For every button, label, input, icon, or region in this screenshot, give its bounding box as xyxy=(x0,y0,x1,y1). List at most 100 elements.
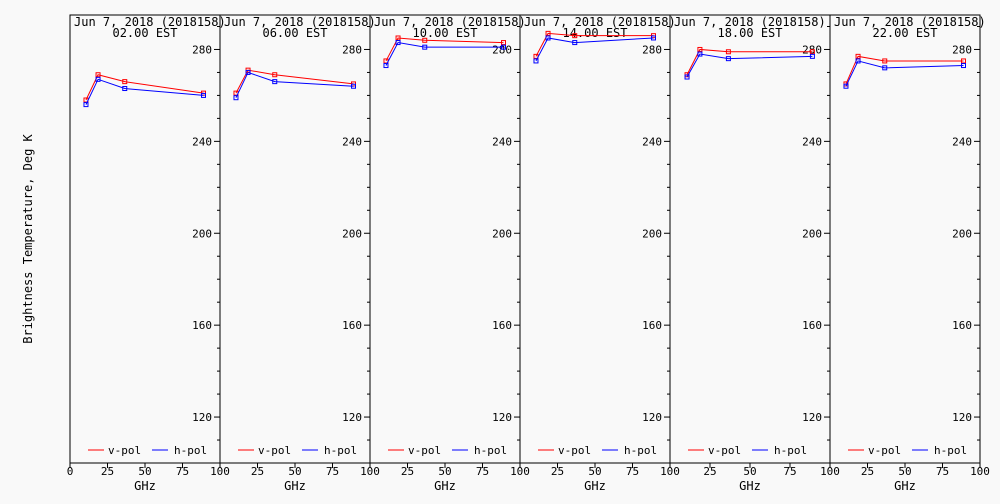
h-pol-point xyxy=(395,40,401,46)
legend-h-pol-label: h-pol xyxy=(324,444,357,457)
h-pol-point xyxy=(422,44,428,50)
panel-title-time: 14.00 EST xyxy=(562,26,627,40)
x-tick-label: 50 xyxy=(743,465,756,478)
v-pol-series-line xyxy=(85,74,204,101)
x-tick-label: 75 xyxy=(626,465,639,478)
v-pol-point xyxy=(395,35,401,41)
v-pol-series-line xyxy=(686,48,813,75)
x-tick-label: 100 xyxy=(660,465,680,478)
h-pol-series-line xyxy=(235,71,354,98)
h-pol-series-line xyxy=(686,53,813,78)
y-tick-label: 160 xyxy=(802,319,822,332)
v-pol-point xyxy=(572,33,578,39)
x-tick-label: 25 xyxy=(401,465,414,478)
h-pol-series-line xyxy=(385,42,504,66)
h-pol-point xyxy=(843,83,849,89)
v-pol-point xyxy=(855,53,861,59)
v-pol-point xyxy=(725,49,731,55)
x-tick-label: 100 xyxy=(360,465,380,478)
y-tick-label: 120 xyxy=(642,411,662,424)
h-pol-point xyxy=(961,63,966,69)
y-tick-label: 160 xyxy=(192,319,212,332)
x-axis-label: GHz xyxy=(284,479,306,493)
y-tick-label: 160 xyxy=(642,319,662,332)
panel-title-date: Jun 7, 2018 (2018158) xyxy=(374,15,526,29)
panel-title-date: Jun 7, 2018 (2018158) xyxy=(74,15,226,29)
v-pol-point xyxy=(545,30,551,36)
x-axis-label: GHz xyxy=(894,479,916,493)
h-pol-point xyxy=(533,58,539,64)
y-tick-label: 120 xyxy=(802,411,822,424)
y-tick-label: 200 xyxy=(952,227,972,240)
legend-h-pol-label: h-pol xyxy=(474,444,507,457)
x-tick-label: 100 xyxy=(210,465,230,478)
x-tick-label: 75 xyxy=(783,465,796,478)
y-tick-label: 200 xyxy=(492,227,512,240)
y-tick-label: 240 xyxy=(642,135,662,148)
v-pol-point xyxy=(697,46,703,52)
x-tick-label: 50 xyxy=(138,465,151,478)
h-pol-series-line xyxy=(845,60,964,87)
y-tick-label: 240 xyxy=(192,135,212,148)
x-tick-label: 50 xyxy=(588,465,601,478)
v-pol-point xyxy=(122,79,128,85)
y-tick-label: 120 xyxy=(342,411,362,424)
h-pol-series-line xyxy=(85,78,204,105)
x-axis-label: GHz xyxy=(584,479,606,493)
h-pol-point xyxy=(351,83,356,89)
panel-title-time: 10.00 EST xyxy=(412,26,477,40)
x-tick-label: 50 xyxy=(898,465,911,478)
h-pol-point xyxy=(83,102,89,108)
h-pol-point xyxy=(383,63,389,69)
y-tick-label: 240 xyxy=(342,135,362,148)
x-tick-label: 75 xyxy=(936,465,949,478)
y-tick-label: 280 xyxy=(642,43,662,56)
panel-title-date: Jun 7, 2018 (2018158) xyxy=(674,15,826,29)
x-tick-label: 0 xyxy=(67,465,74,478)
x-axis-label: GHz xyxy=(739,479,761,493)
x-tick-label: 75 xyxy=(326,465,339,478)
x-tick-label: 50 xyxy=(438,465,451,478)
y-tick-label: 160 xyxy=(342,319,362,332)
x-tick-label: 75 xyxy=(476,465,489,478)
x-axis-label: GHz xyxy=(434,479,456,493)
h-pol-point xyxy=(572,40,578,46)
legend-v-pol-label: v-pol xyxy=(868,444,901,457)
y-axis-label: Brightness Temperature, Deg K xyxy=(21,133,35,343)
y-tick-label: 200 xyxy=(642,227,662,240)
v-pol-point xyxy=(882,58,888,64)
legend-h-pol-label: h-pol xyxy=(934,444,967,457)
h-pol-point xyxy=(697,51,703,57)
h-pol-point xyxy=(95,76,101,82)
y-tick-label: 120 xyxy=(492,411,512,424)
v-pol-point xyxy=(422,37,428,43)
y-tick-label: 240 xyxy=(492,135,512,148)
legend-v-pol-label: v-pol xyxy=(708,444,741,457)
v-pol-point xyxy=(501,40,506,46)
x-tick-label: 25 xyxy=(703,465,716,478)
x-tick-label: 75 xyxy=(176,465,189,478)
x-axis-label: GHz xyxy=(134,479,156,493)
h-pol-series-line xyxy=(535,37,654,62)
legend-h-pol-label: h-pol xyxy=(624,444,657,457)
panel-title-time: 06.00 EST xyxy=(262,26,327,40)
x-tick-label: 25 xyxy=(861,465,874,478)
v-pol-series-line xyxy=(845,55,964,85)
y-tick-label: 120 xyxy=(192,411,212,424)
v-pol-point xyxy=(272,72,278,78)
v-pol-point xyxy=(809,49,815,55)
y-tick-label: 280 xyxy=(342,43,362,56)
y-tick-label: 160 xyxy=(952,319,972,332)
h-pol-point xyxy=(201,92,206,98)
x-tick-label: 25 xyxy=(101,465,114,478)
y-tick-label: 280 xyxy=(192,43,212,56)
legend-v-pol-label: v-pol xyxy=(408,444,441,457)
v-pol-series-line xyxy=(235,69,354,94)
x-tick-label: 25 xyxy=(551,465,564,478)
h-pol-point xyxy=(684,74,690,80)
h-pol-point xyxy=(122,86,128,92)
h-pol-point xyxy=(855,58,861,64)
v-pol-series-line xyxy=(385,37,504,62)
h-pol-point xyxy=(501,44,506,50)
